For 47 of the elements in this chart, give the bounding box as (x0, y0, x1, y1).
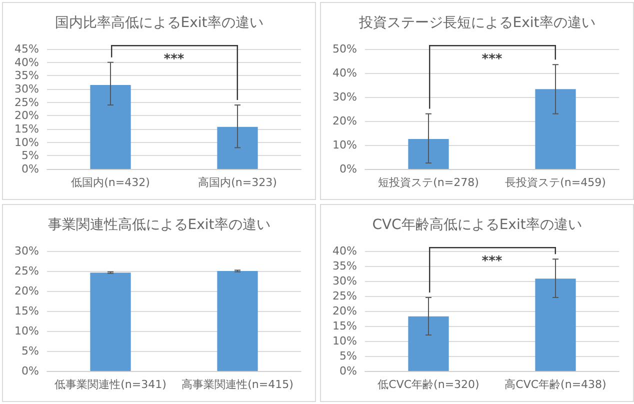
y-tick-label: 25% (14, 96, 39, 109)
x-tick-label: 低事業関連性(n=341) (54, 378, 166, 391)
y-tick-label: 30% (332, 274, 357, 288)
y-tick-label: 15% (14, 122, 39, 136)
y-tick-label: 40% (14, 56, 39, 69)
y-tick-label: 0% (22, 364, 39, 378)
y-tick-label: 15% (14, 304, 39, 318)
y-tick-label: 45% (14, 42, 39, 56)
x-tick-label: 高CVC年齢(n=438) (504, 378, 606, 391)
annotation: *** (482, 254, 502, 269)
y-tick-label: 20% (332, 114, 357, 128)
y-tick-label: 30% (14, 82, 39, 96)
y-tick-label: 25% (332, 290, 357, 302)
y-tick-label: 0% (22, 162, 39, 176)
y-tick-label: 40% (332, 244, 357, 258)
chart-title: 投資ステージ長短によるExit率の違い (358, 15, 596, 31)
y-tick-label: 20% (14, 109, 39, 122)
y-tick-label: 40% (332, 66, 357, 80)
x-tick-label: 短投資ステ(n=278) (378, 176, 479, 189)
y-tick-label: 10% (332, 138, 357, 152)
y-tick-label: 5% (340, 350, 357, 362)
y-tick-label: 30% (332, 90, 357, 104)
x-tick-label: 高事業関連性(n=415) (182, 378, 294, 391)
y-tick-label: 0% (340, 364, 357, 378)
annotation: *** (482, 52, 502, 67)
x-tick-label: 低CVC年齢(n=320) (378, 378, 480, 391)
y-tick-label: 20% (332, 304, 357, 318)
y-tick-label: 15% (332, 320, 357, 332)
y-tick-label: 10% (14, 324, 39, 338)
annotation: *** (164, 52, 184, 67)
y-tick-label: 25% (14, 264, 39, 278)
chart-title: CVC年齢高低によるExit率の違い (372, 217, 582, 233)
x-tick-label: 長投資ステ(n=459) (505, 176, 606, 189)
x-tick-label: 低国内(n=432) (71, 176, 150, 189)
y-tick-label: 20% (14, 284, 39, 298)
y-tick-label: 50% (332, 42, 357, 56)
y-tick-label: 35% (14, 69, 39, 82)
chart-title: 事業関連性高低によるExit率の違い (48, 217, 270, 233)
y-tick-label: 5% (22, 344, 39, 358)
y-tick-label: 10% (14, 136, 39, 149)
y-tick-label: 35% (332, 260, 357, 272)
y-tick-label: 30% (14, 244, 39, 258)
y-tick-label: 10% (332, 334, 357, 348)
x-tick-label: 高国内(n=323) (198, 176, 277, 189)
y-tick-label: 0% (340, 162, 357, 176)
chart-title: 国内比率高低によるExit率の違い (54, 15, 264, 31)
y-tick-label: 5% (22, 149, 39, 162)
